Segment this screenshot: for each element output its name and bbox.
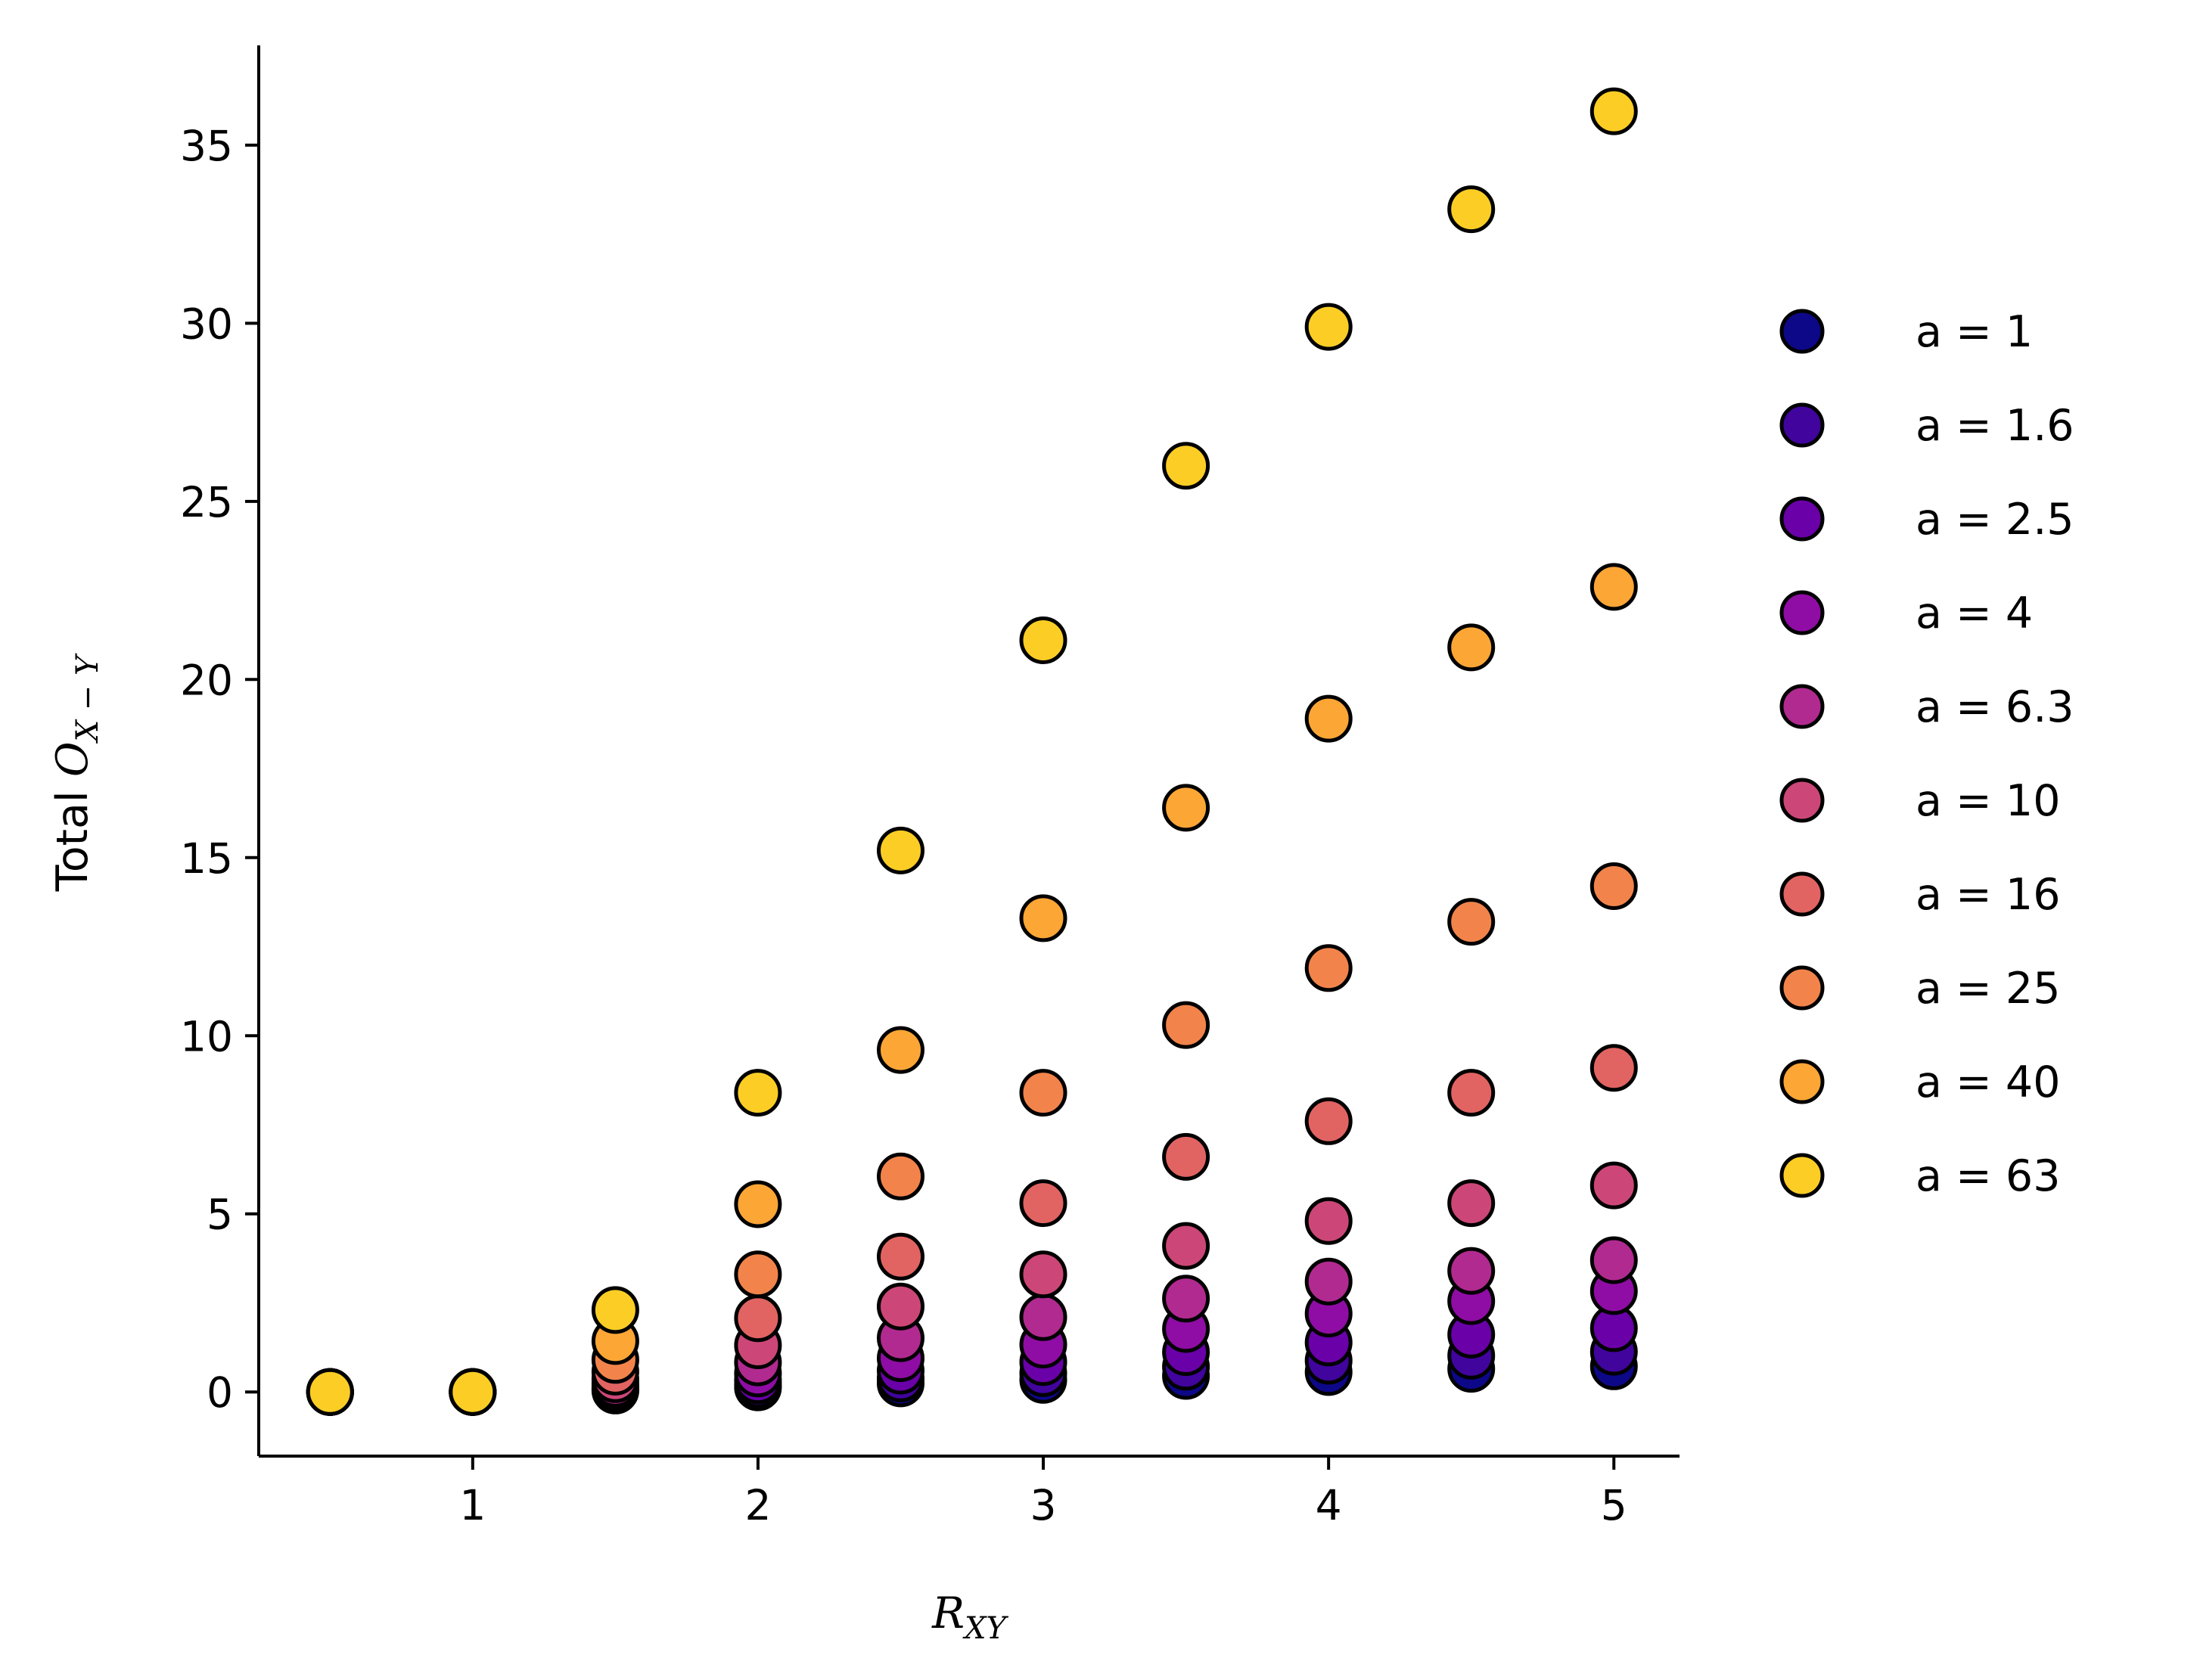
legend: a = 1 a = 1.6 a = 2.5 a = 4 a = 6.3 a = 10 a =…	[1779, 307, 2074, 1201]
data-point-6-7	[1162, 1222, 1210, 1270]
data-point-10-3	[591, 1286, 639, 1334]
x-tick-label: 1	[459, 1481, 486, 1529]
data-point-9-5	[877, 1026, 924, 1074]
legend-label: a = 10	[1916, 776, 2060, 826]
legend-label: a = 1.6	[1916, 401, 2074, 451]
data-point-8-10	[1589, 862, 1638, 910]
x-tick-label: 4	[1316, 1481, 1342, 1529]
legend-marker	[1779, 965, 1825, 1011]
data-point-6-6	[1019, 1250, 1067, 1299]
legend-marker	[1779, 684, 1825, 729]
data-point-9-7	[1162, 784, 1210, 832]
data-point-8-4	[734, 1250, 782, 1299]
data-point-8-6	[1019, 1069, 1067, 1117]
data-point-10-4	[734, 1069, 782, 1117]
y-tick-label: 10	[180, 1012, 233, 1060]
data-point-7-6	[1019, 1179, 1067, 1228]
legend-label: a = 16	[1916, 870, 2060, 920]
data-point-8-8	[1304, 944, 1353, 992]
data-point-10-7	[1162, 442, 1210, 490]
data-point-6-10	[1589, 1161, 1638, 1210]
data-point-7-9	[1447, 1069, 1496, 1117]
legend-marker	[1779, 496, 1825, 542]
data-point-8-7	[1162, 1001, 1210, 1049]
data-point-10-5	[877, 826, 924, 874]
data-point-5-7	[1162, 1275, 1210, 1323]
y-axis-title: Total OX − Y	[48, 653, 105, 892]
data-point-5-6	[1019, 1293, 1067, 1341]
axes: 1 2 3 4 5 0 5 10 15 20 25 30 35	[180, 45, 1680, 1529]
legend-marker	[1779, 309, 1825, 354]
data-point-6-8	[1304, 1197, 1353, 1245]
data-point-10-6	[1019, 616, 1067, 664]
y-tick-label: 0	[207, 1368, 233, 1417]
x-axis-title: RXY	[931, 1588, 1008, 1646]
y-tick-label: 5	[207, 1191, 233, 1239]
data-point-10-1	[306, 1368, 354, 1416]
legend-label: a = 25	[1916, 964, 2060, 1014]
data-point-6-9	[1447, 1179, 1496, 1228]
data-point-9-10	[1589, 563, 1638, 611]
data-point-10-10	[1589, 87, 1638, 135]
data-point-7-10	[1589, 1044, 1638, 1092]
legend-marker	[1779, 402, 1825, 448]
legend-label: a = 4	[1916, 588, 2033, 638]
data-point-7-5	[877, 1232, 924, 1281]
y-tick-label: 15	[180, 834, 233, 883]
x-tick-label: 3	[1030, 1481, 1057, 1529]
data-points	[306, 87, 1638, 1416]
data-point-10-9	[1447, 185, 1496, 234]
legend-marker	[1779, 778, 1825, 823]
x-tick-label: 5	[1601, 1481, 1627, 1529]
data-point-6-5	[877, 1282, 924, 1331]
x-tick-label: 2	[744, 1481, 771, 1529]
data-point-10-8	[1304, 303, 1353, 351]
axis-titles: RXY Total OX − Y	[48, 653, 1008, 1646]
y-tick-label: 35	[180, 122, 233, 170]
legend-label: a = 2.5	[1916, 495, 2074, 545]
y-tick-label: 25	[180, 478, 233, 526]
data-point-9-9	[1447, 623, 1496, 672]
data-point-9-6	[1019, 894, 1067, 942]
legend-marker	[1779, 1153, 1825, 1198]
data-point-7-8	[1304, 1097, 1353, 1145]
data-point-5-9	[1447, 1247, 1496, 1295]
data-point-5-8	[1304, 1257, 1353, 1306]
data-point-8-5	[877, 1152, 924, 1200]
legend-marker	[1779, 871, 1825, 917]
data-point-8-9	[1447, 898, 1496, 946]
data-point-5-10	[1589, 1236, 1638, 1284]
y-tick-label: 20	[180, 656, 233, 704]
legend-label: a = 40	[1916, 1057, 2060, 1107]
data-point-7-7	[1162, 1132, 1210, 1181]
data-point-9-4	[734, 1180, 782, 1228]
legend-label: a = 63	[1916, 1151, 2060, 1201]
legend-marker	[1779, 590, 1825, 635]
legend-label: a = 6.3	[1916, 682, 2074, 732]
data-point-9-8	[1304, 694, 1353, 743]
data-point-7-4	[734, 1294, 782, 1343]
data-point-10-2	[449, 1368, 497, 1416]
legend-marker	[1779, 1059, 1825, 1104]
y-tick-label: 30	[180, 300, 233, 348]
legend-label: a = 1	[1916, 307, 2033, 357]
